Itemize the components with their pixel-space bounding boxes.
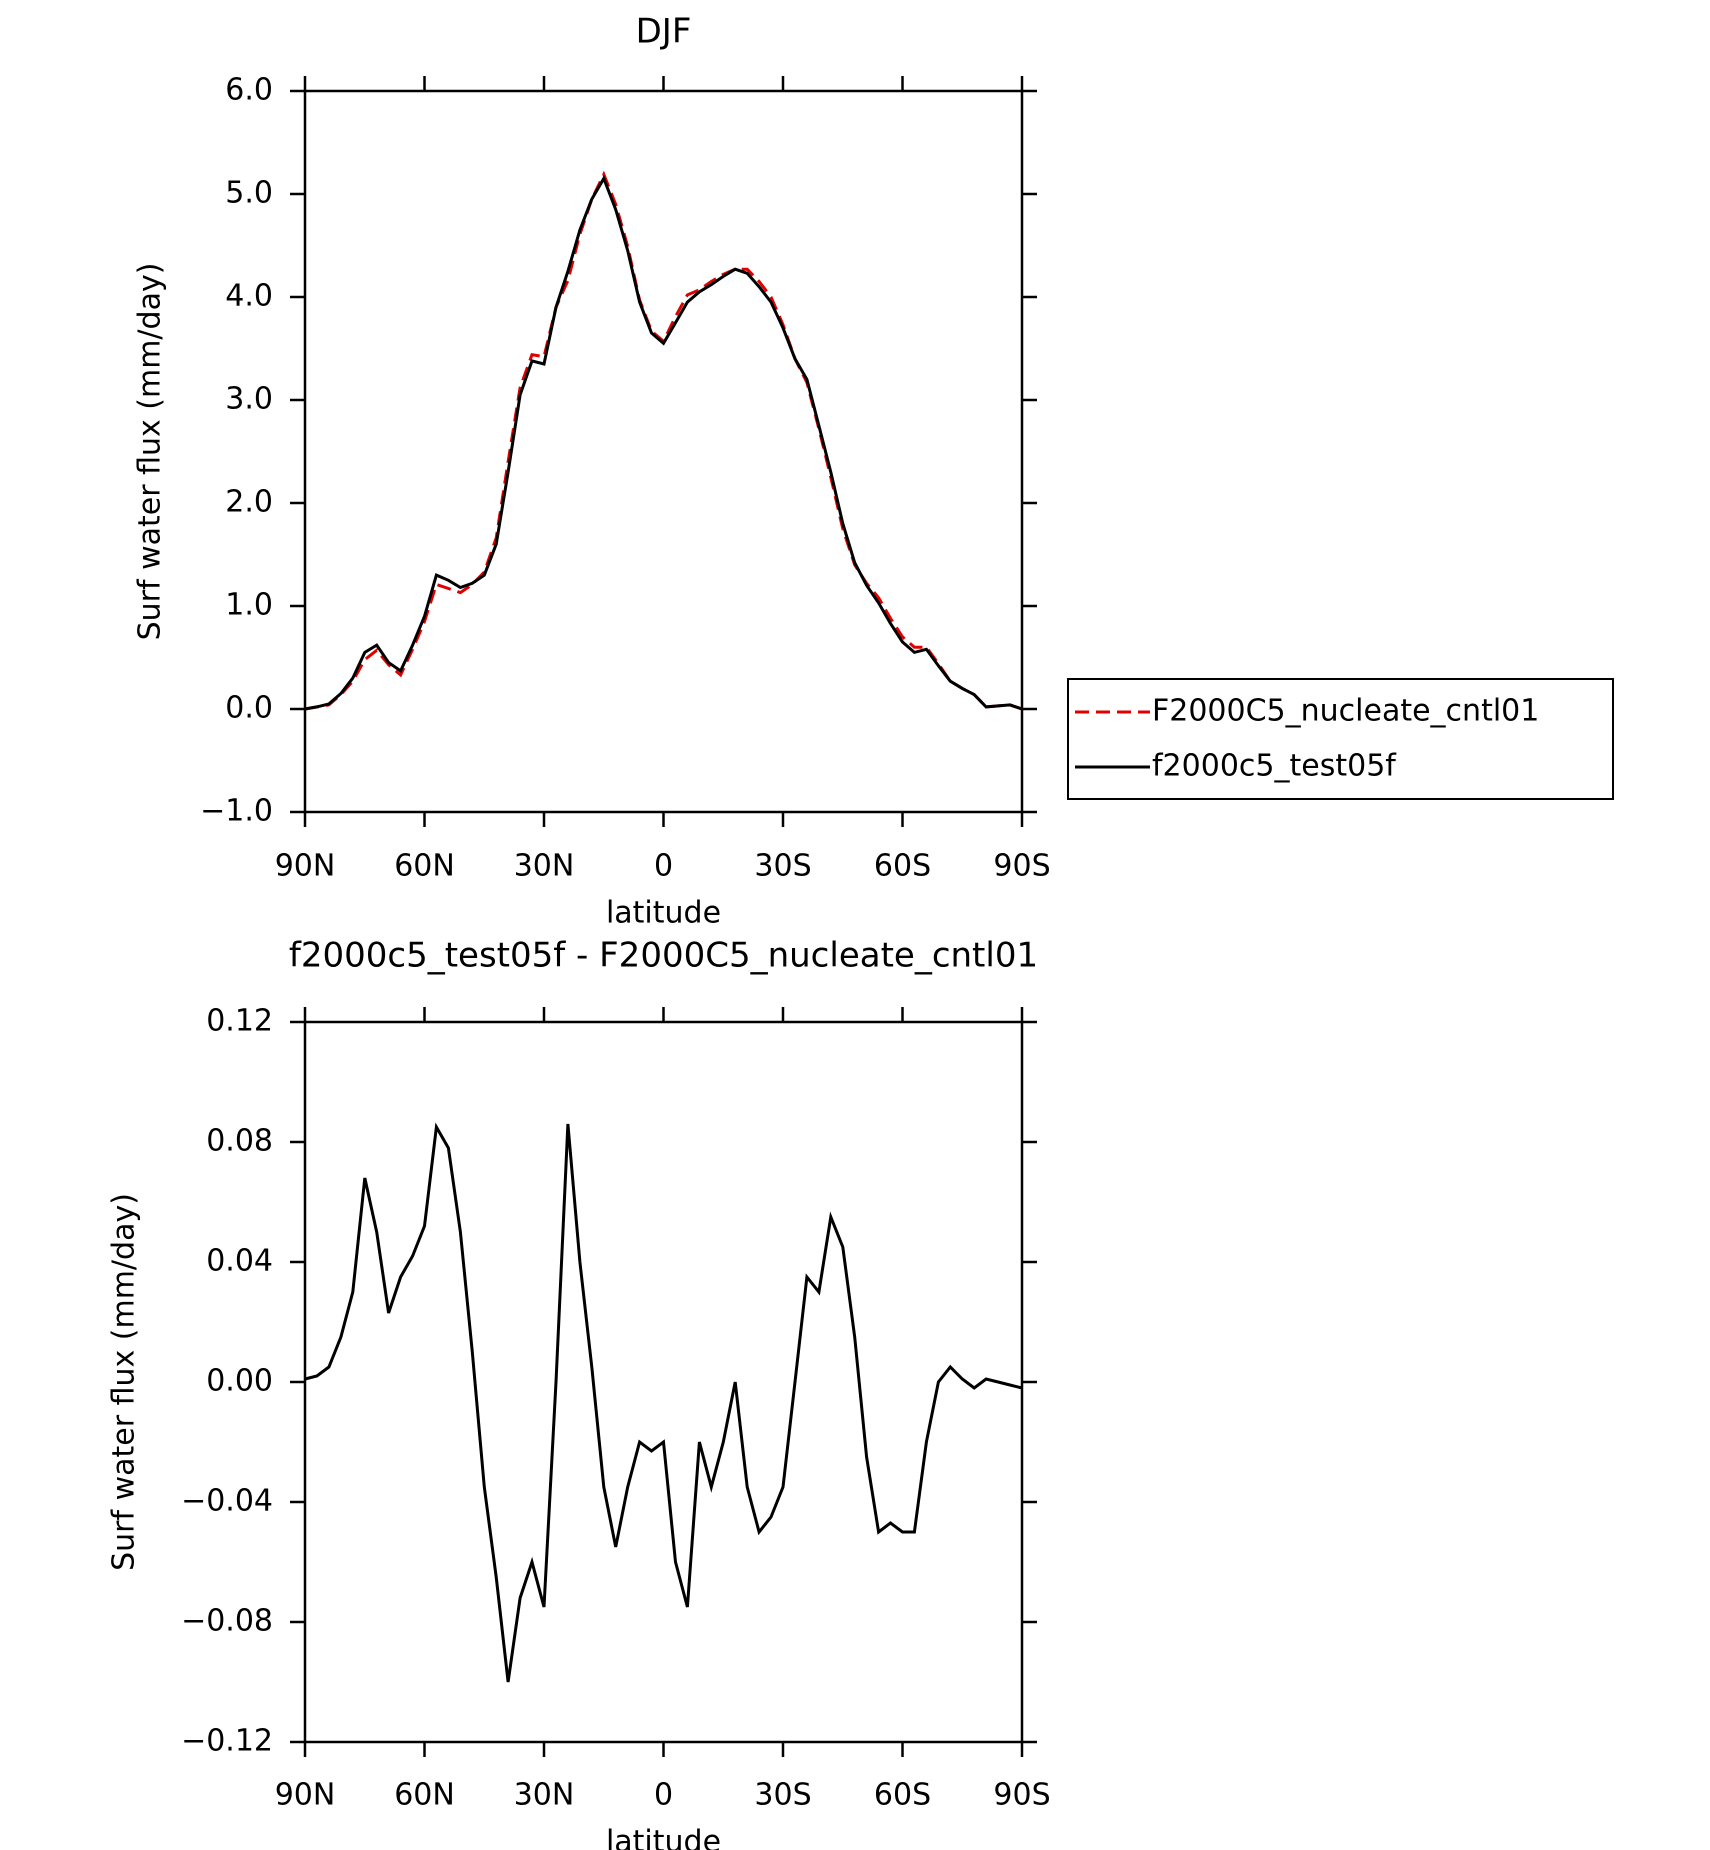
x-tick-label: 30N (514, 849, 575, 884)
x-tick-label: 30N (514, 1778, 575, 1813)
y-tick-label: 1.0 (225, 588, 273, 623)
y-tick-label: 5.0 (225, 176, 273, 211)
x-tick-label: 90S (993, 849, 1050, 884)
legend-label: F2000C5_nucleate_cntl01 (1152, 694, 1539, 729)
y-tick-label: 0.04 (206, 1244, 273, 1279)
plot-frame (303, 1020, 1024, 1744)
y-axis-label: Surf water flux (mm/day) (107, 1193, 142, 1571)
y-tick-label: 2.0 (225, 485, 273, 520)
y-tick-label: 0.0 (225, 691, 273, 726)
y-tick-label: −0.04 (181, 1484, 273, 1519)
y-tick-label: −1.0 (200, 794, 273, 829)
y-tick-label: 4.0 (225, 279, 273, 314)
x-axis-label: latitude (606, 896, 721, 931)
x-tick-label: 60N (394, 1778, 455, 1813)
chart-title: f2000c5_test05f - F2000C5_nucleate_cntl0… (289, 936, 1038, 976)
x-tick-label: 60N (394, 849, 455, 884)
legend-box (1067, 678, 1614, 800)
x-axis-label: latitude (606, 1825, 721, 1850)
x-tick-label: 30S (754, 1778, 811, 1813)
x-tick-label: 30S (754, 849, 811, 884)
y-tick-label: 6.0 (225, 73, 273, 108)
x-tick-label: 60S (874, 849, 931, 884)
x-tick-label: 90S (993, 1778, 1050, 1813)
x-tick-label: 0 (654, 1778, 673, 1813)
y-tick-label: −0.08 (181, 1604, 273, 1639)
y-tick-label: 0.12 (206, 1004, 273, 1039)
series-line (304, 175, 1023, 711)
x-tick-label: 60S (874, 1778, 931, 1813)
y-axis-label: Surf water flux (mm/day) (133, 263, 168, 641)
x-tick-label: 90N (275, 1778, 336, 1813)
y-tick-label: −0.12 (181, 1724, 273, 1759)
x-tick-label: 90N (275, 849, 336, 884)
y-tick-label: 0.08 (206, 1124, 273, 1159)
y-tick-label: 3.0 (225, 382, 273, 417)
y-tick-label: 0.00 (206, 1364, 273, 1399)
series-line (304, 1122, 1023, 1683)
series-line (304, 170, 1023, 711)
legend-label: f2000c5_test05f (1152, 749, 1397, 784)
plot-frame (303, 89, 1024, 814)
x-tick-label: 0 (654, 849, 673, 884)
chart-title: DJF (636, 12, 692, 52)
